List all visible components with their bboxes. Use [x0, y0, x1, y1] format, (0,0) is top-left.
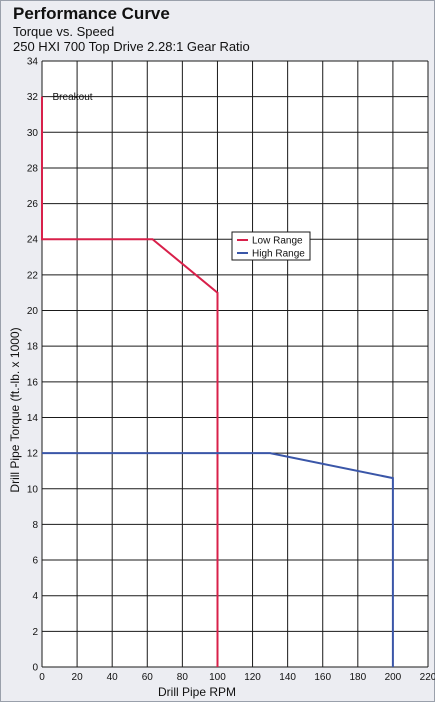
y-tick-label: 34 [27, 57, 39, 68]
legend-label-high-range: High Range [252, 249, 305, 260]
y-tick-label: 28 [27, 163, 39, 174]
x-tick-label: 180 [349, 672, 366, 683]
plot-area [42, 61, 428, 667]
x-tick-label: 140 [279, 672, 296, 683]
y-tick-label: 8 [32, 520, 38, 531]
y-tick-label: 26 [27, 199, 39, 210]
series-line-high-range [42, 452, 394, 667]
y-tick-label: 6 [32, 556, 38, 567]
chart-subtitle: Torque vs. Speed [13, 24, 115, 39]
series-line-low-range [41, 96, 219, 667]
legend-box [231, 231, 311, 261]
y-tick-label: 0 [32, 663, 38, 674]
x-tick-label: 0 [39, 672, 45, 683]
y-tick-label: 14 [27, 413, 39, 424]
y-tick-label: 22 [27, 270, 39, 281]
y-tick-label: 24 [27, 235, 39, 246]
x-tick-label: 20 [72, 672, 84, 683]
x-tick-label: 100 [209, 672, 226, 683]
y-axis-label: Drill Pipe Torque (ft.-lb. x 1000) [8, 327, 22, 493]
x-tick-label: 160 [314, 672, 331, 683]
y-tick-label: 10 [27, 484, 39, 495]
y-tick-label: 32 [27, 92, 39, 103]
y-tick-label: 4 [32, 591, 38, 602]
y-tick-label: 16 [27, 377, 39, 388]
chart-subtitle-2: 250 HXI 700 Top Drive 2.28:1 Gear Ratio [13, 39, 250, 54]
y-tick-label: 20 [27, 306, 39, 317]
legend-label-low-range: Low Range [252, 236, 303, 247]
x-tick-label: 120 [244, 672, 261, 683]
y-tick-label: 12 [27, 449, 39, 460]
x-tick-label: 40 [107, 672, 119, 683]
annotation-label: Breakout [53, 92, 93, 103]
x-tick-label: 200 [385, 672, 402, 683]
y-tick-label: 2 [32, 627, 38, 638]
x-tick-label: 80 [177, 672, 189, 683]
y-tick-label: 18 [27, 342, 39, 353]
x-tick-label: 220 [420, 672, 435, 683]
x-tick-label: 60 [142, 672, 154, 683]
x-axis-label: Drill Pipe RPM [158, 685, 237, 699]
chart-title: Performance Curve [13, 4, 170, 23]
y-tick-label: 30 [27, 128, 39, 139]
